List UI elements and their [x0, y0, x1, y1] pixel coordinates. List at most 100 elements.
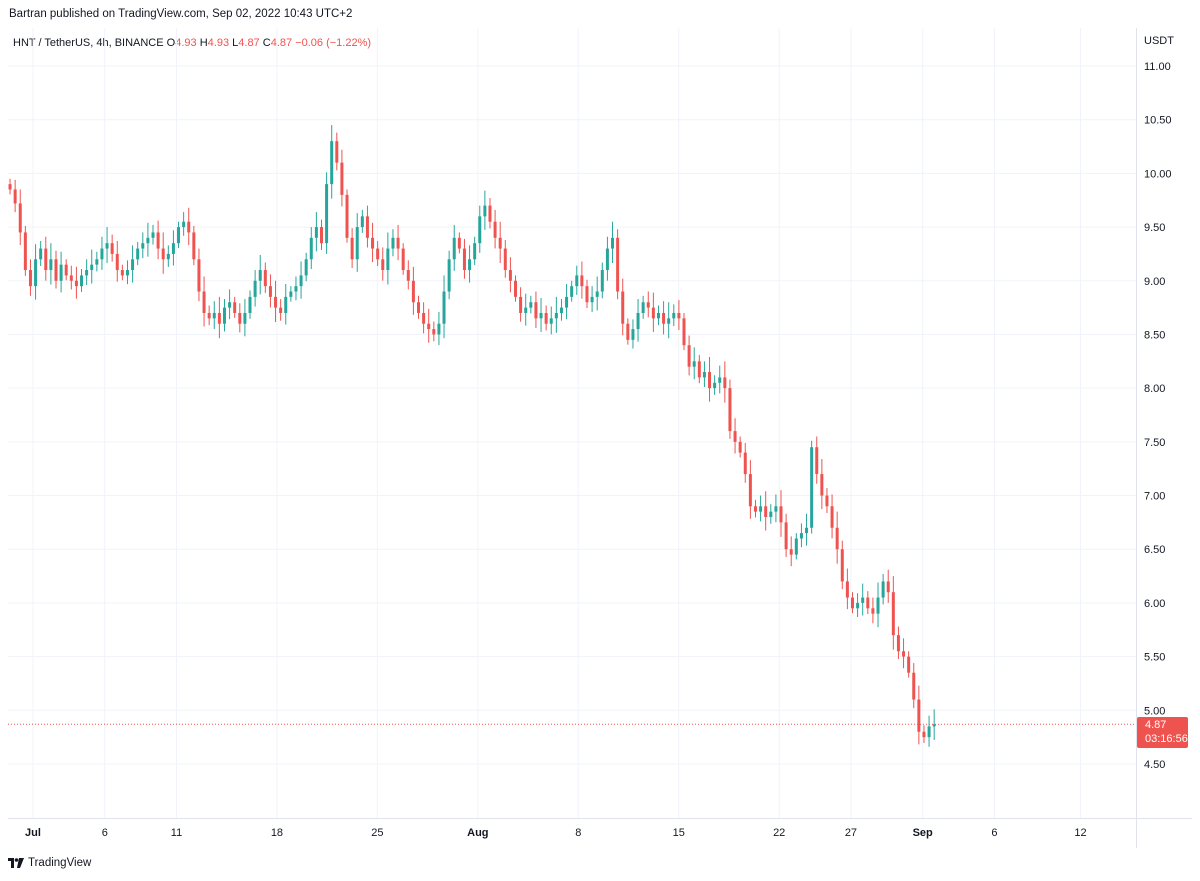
candle-body — [396, 237, 400, 249]
candle-body — [284, 296, 288, 313]
candle-body — [478, 216, 482, 244]
candle-body — [371, 237, 375, 249]
candle-body — [228, 302, 232, 308]
tradingview-brand: TradingView — [28, 857, 92, 869]
candle-body — [468, 259, 472, 271]
candle-body — [212, 312, 216, 319]
candle-body — [136, 248, 140, 260]
open-value: 4.93 — [175, 37, 197, 49]
x-tick-label: 6 — [991, 827, 997, 839]
candle-body — [28, 270, 32, 287]
x-tick-label: 8 — [575, 827, 581, 839]
candle-body — [549, 318, 553, 324]
y-tick-label: 5.00 — [1144, 705, 1165, 717]
candle-body — [529, 302, 533, 308]
candle-body — [886, 581, 890, 593]
candle-body — [488, 205, 492, 222]
candle-body — [927, 726, 931, 738]
y-tick-label: 8.50 — [1144, 329, 1165, 341]
candle-body — [907, 656, 911, 673]
x-tick-label: 27 — [845, 827, 857, 839]
candle-body — [268, 286, 272, 297]
candle-body — [932, 724, 936, 727]
candle-body — [115, 253, 119, 271]
candle-body — [922, 731, 926, 738]
candle-body — [912, 672, 916, 700]
candle-body — [253, 280, 257, 297]
candle-body — [294, 286, 298, 292]
candle-body — [646, 302, 650, 308]
candle-body — [325, 184, 329, 244]
candle-body — [656, 312, 660, 319]
candle-body — [575, 275, 579, 287]
candle-body — [794, 538, 798, 555]
candle-body — [508, 270, 512, 281]
candle-body — [105, 243, 109, 249]
candle-body — [406, 270, 410, 281]
candle-body — [74, 280, 78, 287]
candle-body — [764, 506, 768, 518]
candle-body — [49, 259, 53, 271]
low-value: 4.87 — [238, 37, 260, 49]
x-tick-label: Sep — [913, 827, 933, 839]
bar-countdown: 03:16:56 — [1145, 733, 1188, 745]
candle-body — [799, 533, 803, 539]
candle-body — [340, 162, 344, 195]
candle-body — [146, 237, 150, 244]
candle-body — [217, 312, 221, 324]
candle-body — [580, 275, 584, 287]
candle-body — [534, 302, 538, 319]
candle-body — [544, 312, 548, 324]
candle-body — [274, 296, 278, 308]
symbol-name[interactable]: HNT / TetherUS, 4h, BINANCE — [13, 37, 164, 49]
tradingview-logo-icon — [8, 858, 24, 868]
candle-body — [401, 248, 405, 271]
candle-body — [314, 227, 318, 238]
candle-body — [263, 270, 267, 287]
candle-body — [554, 312, 558, 319]
tradingview-footer[interactable]: TradingView — [8, 857, 91, 869]
high-value: 4.93 — [207, 37, 230, 49]
candle-body — [330, 141, 334, 185]
candle-body — [156, 232, 160, 249]
candle-body — [233, 302, 237, 313]
candle-body — [667, 318, 671, 324]
candle-body — [309, 237, 313, 260]
candle-body — [810, 447, 814, 528]
candle-body — [871, 608, 875, 614]
x-tick-label: Jul — [25, 827, 41, 839]
candle-body — [59, 264, 63, 281]
candle-body — [23, 232, 27, 271]
candle-body — [18, 203, 22, 233]
candles-group — [8, 125, 936, 747]
candle-body — [85, 270, 89, 276]
candle-body — [702, 372, 706, 378]
candle-body — [34, 259, 38, 287]
candle-body — [44, 248, 48, 271]
candle-body — [759, 506, 763, 512]
x-tick-label: 15 — [673, 827, 685, 839]
candle-body — [902, 651, 906, 657]
candle-body — [651, 307, 655, 319]
candle-body — [866, 597, 870, 609]
candle-body — [815, 447, 819, 475]
candle-body — [151, 232, 155, 238]
y-tick-label: 11.00 — [1144, 61, 1171, 73]
candle-body — [805, 527, 809, 534]
x-tick-label: 22 — [773, 827, 785, 839]
candle-body — [166, 253, 170, 260]
candle-body — [503, 248, 507, 271]
candle-body — [350, 237, 354, 260]
candle-body — [559, 307, 563, 313]
candle-body — [222, 307, 226, 324]
candle-body — [636, 312, 640, 330]
candle-body — [856, 602, 860, 609]
candle-body — [442, 291, 446, 324]
candle-body — [319, 227, 323, 244]
candle-body — [39, 248, 43, 260]
candle-body — [626, 323, 630, 340]
candle-body — [64, 264, 68, 276]
candle-body — [590, 296, 594, 303]
candle-body — [692, 361, 696, 367]
